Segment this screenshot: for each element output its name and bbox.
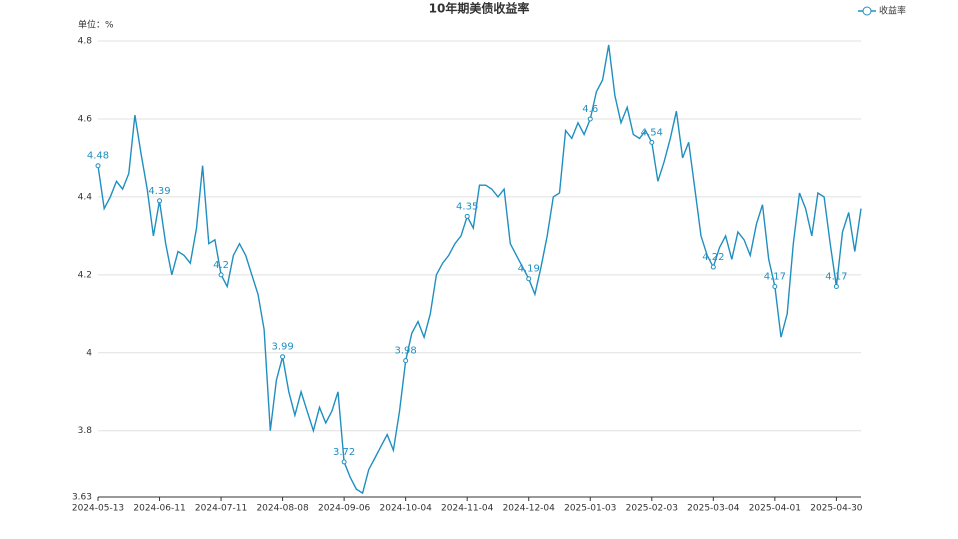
- x-tick-label: 2024-09-06: [318, 504, 371, 514]
- point: [587, 116, 593, 122]
- legend-label: 收益率: [879, 5, 906, 17]
- x-tick-label: 2025-03-04: [687, 504, 740, 514]
- point: [526, 276, 532, 282]
- x-tick-label: 2024-08-08: [256, 504, 309, 514]
- point: [95, 163, 101, 169]
- data-label: 4.35: [456, 201, 478, 212]
- data-label: 4.39: [148, 186, 170, 197]
- data-label: 4.22: [702, 252, 724, 263]
- x-tick-label: 2025-04-01: [749, 504, 801, 514]
- point: [157, 198, 163, 204]
- y-tick-label: 4.4: [78, 192, 93, 202]
- point: [833, 284, 839, 290]
- x-tick-label: 2024-12-04: [503, 504, 556, 514]
- x-tick-label: 2025-04-30: [810, 504, 863, 514]
- data-label: 4.54: [641, 127, 663, 138]
- data-label: 4.19: [518, 264, 540, 275]
- point: [341, 459, 347, 465]
- data-label: 3.99: [271, 342, 293, 353]
- data-label: 4.17: [764, 272, 786, 283]
- x-tick-label: 2024-05-13: [72, 504, 124, 514]
- point: [403, 358, 409, 364]
- point: [649, 139, 655, 145]
- data-label: 3.72: [333, 447, 355, 458]
- x-tick-label: 2025-01-03: [564, 504, 616, 514]
- line: [97, 44, 862, 495]
- data-label: 4.17: [825, 272, 847, 283]
- point: [710, 264, 716, 270]
- data-label: 4.48: [87, 151, 109, 162]
- y-tick-label: 3.8: [78, 426, 93, 436]
- chart-title: 10年期美债收益率: [429, 1, 530, 16]
- point: [464, 213, 470, 219]
- data-label: 4.6: [582, 104, 598, 115]
- x-tick-label: 2024-07-11: [195, 504, 247, 514]
- y-tick-label: 4.6: [78, 114, 93, 124]
- x-tick-label: 2024-10-04: [380, 504, 433, 514]
- y-unit: 单位：%: [78, 19, 114, 31]
- point: [772, 284, 778, 290]
- y-tick-label: 4.8: [78, 37, 93, 47]
- y-tick-label: 3.63: [72, 493, 92, 503]
- data-label: 3.98: [395, 346, 417, 357]
- data-label: 4.2: [213, 260, 229, 271]
- point: [280, 354, 286, 360]
- legend-marker: [862, 6, 872, 16]
- y-tick-label: 4: [86, 348, 92, 358]
- x-tick-label: 2024-11-04: [441, 504, 494, 514]
- y-tick-label: 4.2: [78, 270, 92, 280]
- point: [218, 272, 224, 278]
- x-tick-label: 2025-02-03: [626, 504, 678, 514]
- x-tick-label: 2024-06-11: [133, 504, 185, 514]
